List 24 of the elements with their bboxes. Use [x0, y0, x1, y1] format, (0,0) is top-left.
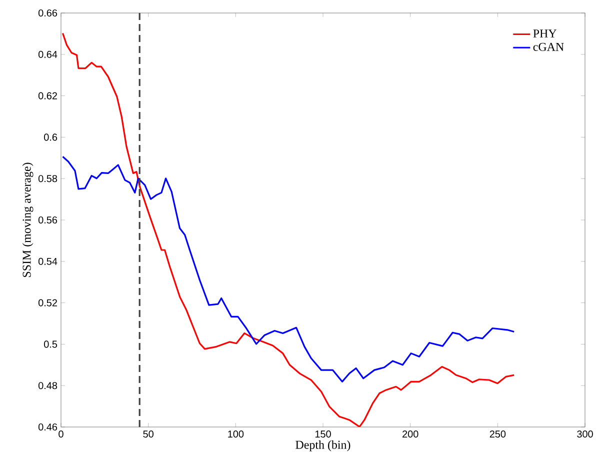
x-tick-label: 100: [228, 430, 244, 438]
legend-label: PHY: [533, 30, 556, 38]
x-tick-label: 150: [315, 430, 331, 438]
x-tick-label: 50: [143, 430, 154, 438]
y-tick-label: 0.62: [38, 92, 57, 100]
y-axis-title: SSIM (moving average): [22, 162, 34, 277]
x-tick-label: 200: [402, 430, 418, 438]
x-tick-label: 0: [58, 430, 64, 438]
line-series: [62, 156, 515, 382]
y-tick-label: 0.6: [44, 134, 58, 141]
y-tick-label: 0.56: [38, 216, 58, 224]
y-tick-label: 0.54: [38, 258, 58, 265]
y-tick-label: 0.58: [38, 175, 58, 182]
y-tick-label: 0.5: [44, 340, 58, 348]
x-axis-title: Depth (bin): [296, 440, 350, 452]
legend-label: cGAN: [533, 42, 564, 51]
y-tick-label: 0.66: [38, 9, 58, 17]
x-tick-label: 300: [577, 430, 593, 438]
line-series: [62, 32, 515, 427]
y-tick-label: 0.64: [38, 50, 58, 58]
y-tick-label: 0.52: [38, 299, 57, 306]
y-tick-label: 0.46: [38, 423, 58, 431]
y-tick-label: 0.48: [38, 382, 58, 390]
x-tick-label: 250: [490, 430, 506, 438]
